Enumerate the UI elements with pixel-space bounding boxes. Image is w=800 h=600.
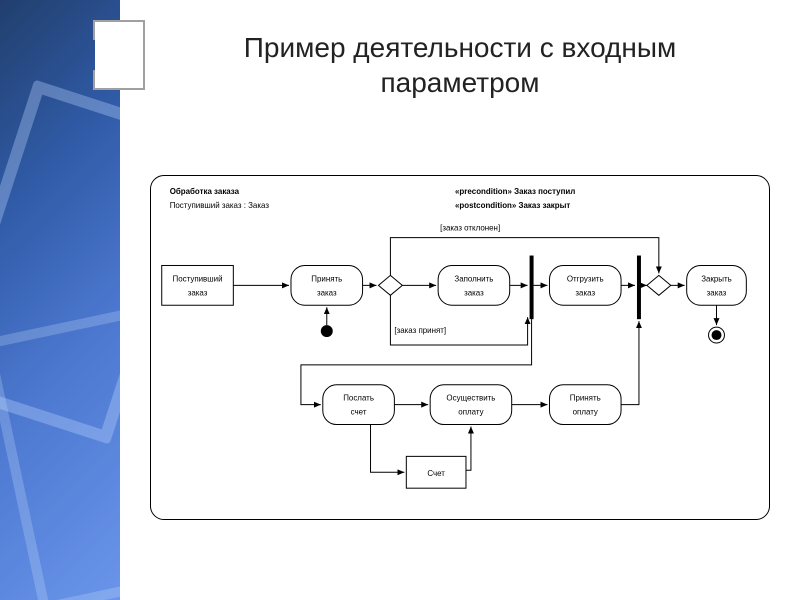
- node-invoice-l1: Счет: [427, 469, 445, 478]
- fork-bar: [530, 256, 534, 320]
- node-input-l1: Поступивший: [173, 274, 223, 283]
- slide-decoration: [0, 0, 120, 600]
- decision-2: [647, 275, 671, 295]
- node-receive-pay: [549, 385, 621, 425]
- node-pay-l1: Осуществить: [446, 394, 495, 403]
- node-accept-l2: заказ: [317, 288, 337, 297]
- guard-accepted: [заказ принят]: [394, 326, 446, 335]
- node-fill: [438, 265, 510, 305]
- node-send-l2: счет: [351, 408, 367, 417]
- join-bar: [637, 256, 641, 320]
- edge-rejected: [390, 238, 658, 276]
- node-close-l2: заказ: [707, 288, 727, 297]
- node-pay: [430, 385, 512, 425]
- title-line-2: параметром: [381, 67, 540, 98]
- node-input-l2: заказ: [188, 288, 208, 297]
- node-fill-l2: заказ: [464, 288, 484, 297]
- node-input: [162, 265, 234, 305]
- edge-send-invoice-obj: [371, 425, 405, 473]
- title-line-1: Пример деятельности с входным: [244, 32, 676, 63]
- node-close-l1: Закрыть: [701, 274, 732, 283]
- guard-rejected: [заказ отклонен]: [440, 224, 500, 233]
- edge-invoice-pay: [466, 427, 471, 471]
- final-node-inner: [712, 330, 722, 340]
- initial-node: [321, 325, 333, 337]
- node-ship: [549, 265, 621, 305]
- precondition-label: «precondition» Заказ поступил: [455, 187, 575, 196]
- decision-1: [378, 275, 402, 295]
- node-ship-l1: Отгрузить: [567, 274, 604, 283]
- slide-title: Пример деятельности с входным параметром: [160, 30, 760, 100]
- node-accept: [291, 265, 363, 305]
- node-send-l1: Послать: [343, 394, 374, 403]
- node-fill-l1: Заполнить: [454, 274, 493, 283]
- node-accept-l1: Принять: [311, 274, 342, 283]
- slide-corner-tab: [95, 20, 145, 90]
- node-recvpay-l1: Принять: [570, 394, 601, 403]
- activity-diagram-frame: Обработка заказа Поступивший заказ : Зак…: [150, 175, 770, 520]
- node-recvpay-l2: оплату: [573, 408, 598, 417]
- activity-diagram: Обработка заказа Поступивший заказ : Зак…: [151, 176, 769, 519]
- node-ship-l2: заказ: [575, 288, 595, 297]
- node-close: [687, 265, 747, 305]
- edge-recv-join: [621, 321, 639, 405]
- diagram-header-title: Обработка заказа: [170, 187, 240, 196]
- postcondition-label: «postcondition» Заказ закрыт: [455, 201, 570, 210]
- node-send-invoice: [323, 385, 395, 425]
- diagram-header-param: Поступивший заказ : Заказ: [170, 201, 270, 210]
- node-pay-l2: оплату: [458, 408, 483, 417]
